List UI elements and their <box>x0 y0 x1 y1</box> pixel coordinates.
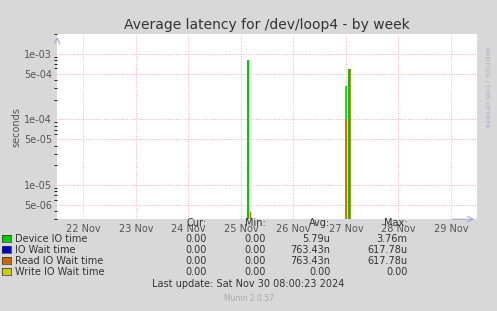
Text: 763.43n: 763.43n <box>291 256 331 266</box>
Title: Average latency for /dev/loop4 - by week: Average latency for /dev/loop4 - by week <box>124 18 410 32</box>
Text: Device IO time: Device IO time <box>15 234 88 244</box>
Text: IO Wait time: IO Wait time <box>15 245 76 255</box>
Text: Read IO Wait time: Read IO Wait time <box>15 256 104 266</box>
Text: Min:: Min: <box>245 218 266 228</box>
Text: 0.00: 0.00 <box>185 234 206 244</box>
Text: 0.00: 0.00 <box>245 267 266 277</box>
Text: 3.76m: 3.76m <box>377 234 408 244</box>
Text: 0.00: 0.00 <box>245 234 266 244</box>
Text: 0.00: 0.00 <box>185 267 206 277</box>
Text: Cur:: Cur: <box>186 218 206 228</box>
Text: 0.00: 0.00 <box>309 267 331 277</box>
Text: Munin 2.0.57: Munin 2.0.57 <box>224 294 273 303</box>
Text: 617.78u: 617.78u <box>367 245 408 255</box>
Text: 763.43n: 763.43n <box>291 245 331 255</box>
Text: RRDTOOL / TOBI OETIKER: RRDTOOL / TOBI OETIKER <box>485 47 490 128</box>
Text: 0.00: 0.00 <box>245 256 266 266</box>
Text: Avg:: Avg: <box>309 218 331 228</box>
Text: Last update: Sat Nov 30 08:00:23 2024: Last update: Sat Nov 30 08:00:23 2024 <box>152 279 345 289</box>
Text: Write IO Wait time: Write IO Wait time <box>15 267 105 277</box>
Text: Max:: Max: <box>384 218 408 228</box>
Text: 617.78u: 617.78u <box>367 256 408 266</box>
Text: 0.00: 0.00 <box>386 267 408 277</box>
Text: 5.79u: 5.79u <box>303 234 331 244</box>
Text: 0.00: 0.00 <box>185 245 206 255</box>
Y-axis label: seconds: seconds <box>11 107 21 147</box>
Text: 0.00: 0.00 <box>245 245 266 255</box>
Text: 0.00: 0.00 <box>185 256 206 266</box>
